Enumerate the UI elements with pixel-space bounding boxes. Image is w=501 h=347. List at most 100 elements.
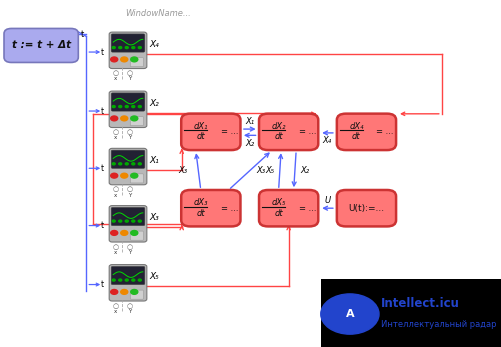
Text: X₄: X₄: [150, 40, 159, 49]
FancyBboxPatch shape: [109, 91, 147, 127]
Text: = ...: = ...: [220, 127, 238, 136]
Circle shape: [112, 46, 115, 49]
Circle shape: [125, 46, 128, 49]
Text: = ...: = ...: [376, 127, 393, 136]
Text: WindowName...: WindowName...: [125, 9, 191, 18]
Circle shape: [138, 220, 141, 222]
Text: t: t: [100, 221, 104, 230]
Circle shape: [125, 105, 128, 108]
Text: x: x: [113, 193, 117, 198]
Circle shape: [132, 46, 135, 49]
FancyBboxPatch shape: [130, 174, 143, 183]
Circle shape: [119, 279, 122, 281]
FancyBboxPatch shape: [130, 58, 143, 67]
Text: x: x: [113, 135, 117, 141]
Text: ○: ○: [112, 129, 118, 135]
Circle shape: [130, 116, 138, 121]
Text: dt: dt: [274, 132, 283, 141]
FancyBboxPatch shape: [259, 114, 318, 150]
FancyBboxPatch shape: [181, 190, 240, 226]
Circle shape: [138, 46, 141, 49]
Circle shape: [112, 220, 115, 222]
Text: dX₅: dX₅: [271, 198, 285, 208]
Text: t: t: [80, 30, 83, 39]
Text: Intellect.icu: Intellect.icu: [380, 297, 458, 310]
Text: X₂: X₂: [245, 139, 254, 148]
Text: Y: Y: [127, 250, 131, 255]
Circle shape: [110, 116, 117, 121]
Circle shape: [138, 279, 141, 281]
Circle shape: [119, 105, 122, 108]
FancyBboxPatch shape: [130, 231, 143, 240]
Circle shape: [121, 230, 128, 235]
Circle shape: [121, 116, 128, 121]
Text: t := t + Δt: t := t + Δt: [12, 41, 71, 50]
Circle shape: [112, 163, 115, 165]
FancyBboxPatch shape: [4, 28, 78, 62]
Text: X₃: X₃: [178, 166, 187, 175]
Circle shape: [110, 57, 117, 62]
Text: t: t: [100, 280, 104, 289]
Text: = ...: = ...: [220, 204, 238, 213]
Text: X₁: X₁: [245, 117, 254, 126]
Text: dt: dt: [351, 132, 360, 141]
Circle shape: [132, 105, 135, 108]
Circle shape: [121, 173, 128, 178]
FancyBboxPatch shape: [111, 150, 144, 168]
Text: X₁: X₁: [150, 156, 159, 165]
Text: ○: ○: [126, 303, 132, 308]
Text: dX₂: dX₂: [271, 122, 285, 131]
Text: x: x: [113, 250, 117, 255]
FancyBboxPatch shape: [336, 114, 395, 150]
Circle shape: [110, 289, 117, 294]
Text: Y: Y: [127, 135, 131, 141]
Circle shape: [130, 230, 138, 235]
Text: X₂: X₂: [150, 99, 159, 108]
Circle shape: [138, 105, 141, 108]
Text: t: t: [100, 48, 104, 57]
Text: Y: Y: [127, 193, 131, 198]
FancyBboxPatch shape: [111, 266, 144, 285]
Circle shape: [119, 220, 122, 222]
Circle shape: [119, 46, 122, 49]
Text: ○: ○: [126, 70, 132, 76]
Circle shape: [112, 279, 115, 281]
Text: ○: ○: [126, 186, 132, 192]
Circle shape: [121, 57, 128, 62]
Text: A: A: [345, 309, 354, 319]
FancyBboxPatch shape: [109, 32, 147, 69]
Text: t: t: [100, 107, 104, 116]
FancyBboxPatch shape: [130, 290, 143, 299]
FancyBboxPatch shape: [109, 205, 147, 242]
Circle shape: [110, 173, 117, 178]
Text: dX₄: dX₄: [349, 122, 363, 131]
Circle shape: [125, 279, 128, 281]
FancyBboxPatch shape: [259, 190, 318, 226]
Circle shape: [121, 289, 128, 294]
Text: dX₁: dX₁: [193, 122, 207, 131]
Text: X₂: X₂: [300, 166, 309, 175]
FancyBboxPatch shape: [130, 117, 143, 126]
Text: dt: dt: [196, 209, 205, 218]
FancyBboxPatch shape: [111, 93, 144, 111]
Text: dt: dt: [196, 132, 205, 141]
FancyBboxPatch shape: [109, 265, 147, 301]
FancyBboxPatch shape: [109, 149, 147, 185]
Text: dt: dt: [274, 209, 283, 218]
Text: = ...: = ...: [298, 127, 316, 136]
FancyBboxPatch shape: [111, 208, 144, 226]
Text: X₅: X₅: [150, 272, 159, 281]
Text: ○: ○: [126, 129, 132, 135]
Text: dX₃: dX₃: [193, 198, 207, 208]
Circle shape: [132, 279, 135, 281]
Text: ○: ○: [112, 70, 118, 76]
Circle shape: [125, 163, 128, 165]
Circle shape: [320, 294, 378, 334]
Circle shape: [112, 105, 115, 108]
FancyBboxPatch shape: [111, 34, 144, 52]
Text: x: x: [113, 309, 117, 314]
Text: ○: ○: [112, 186, 118, 192]
Text: X₃: X₃: [256, 166, 265, 175]
Circle shape: [132, 163, 135, 165]
Text: Y: Y: [127, 309, 131, 314]
